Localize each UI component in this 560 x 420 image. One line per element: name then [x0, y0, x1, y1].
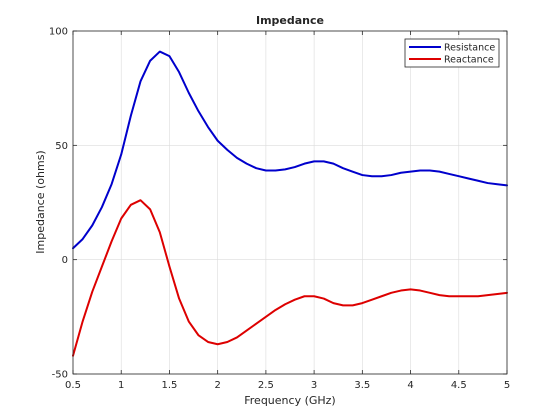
- x-tick-label: 2: [214, 380, 220, 391]
- x-tick-label: 3: [311, 380, 317, 391]
- legend-box: [404, 38, 500, 68]
- x-tick-label: 0.5: [65, 380, 81, 391]
- x-axis-label: Frequency (GHz): [244, 394, 335, 407]
- series-line-resistance: [72, 50, 508, 250]
- y-tick-label: 50: [55, 141, 68, 152]
- axes-box: [72, 30, 508, 375]
- y-tick-label: -50: [52, 370, 68, 381]
- legend-label-resistance: Resistance: [444, 43, 495, 54]
- chart-title: Impedance: [256, 14, 324, 27]
- y-tick-label: 0: [62, 255, 68, 266]
- legend: Resistance Reactance: [404, 38, 500, 68]
- x-tick-label: 1: [118, 380, 124, 391]
- series-group: [72, 50, 508, 357]
- x-tick-label: 1.5: [161, 380, 177, 391]
- plot-area: [73, 31, 507, 374]
- series-line-reactance: [72, 199, 508, 357]
- y-tick-label: 100: [49, 27, 68, 38]
- x-tick-label: 4: [407, 380, 413, 391]
- x-tick-label: 2.5: [258, 380, 274, 391]
- y-axis-label: Impedance (ohms): [34, 150, 47, 253]
- x-tick-label: 5: [504, 380, 510, 391]
- legend-label-reactance: Reactance: [444, 55, 494, 66]
- x-tick-label: 4.5: [451, 380, 467, 391]
- x-tick-label: 3.5: [354, 380, 370, 391]
- ticks: 0.5 1 1.5 2 2.5 3 3.5 4 4.5 5 -50 0 50 100: [49, 27, 510, 392]
